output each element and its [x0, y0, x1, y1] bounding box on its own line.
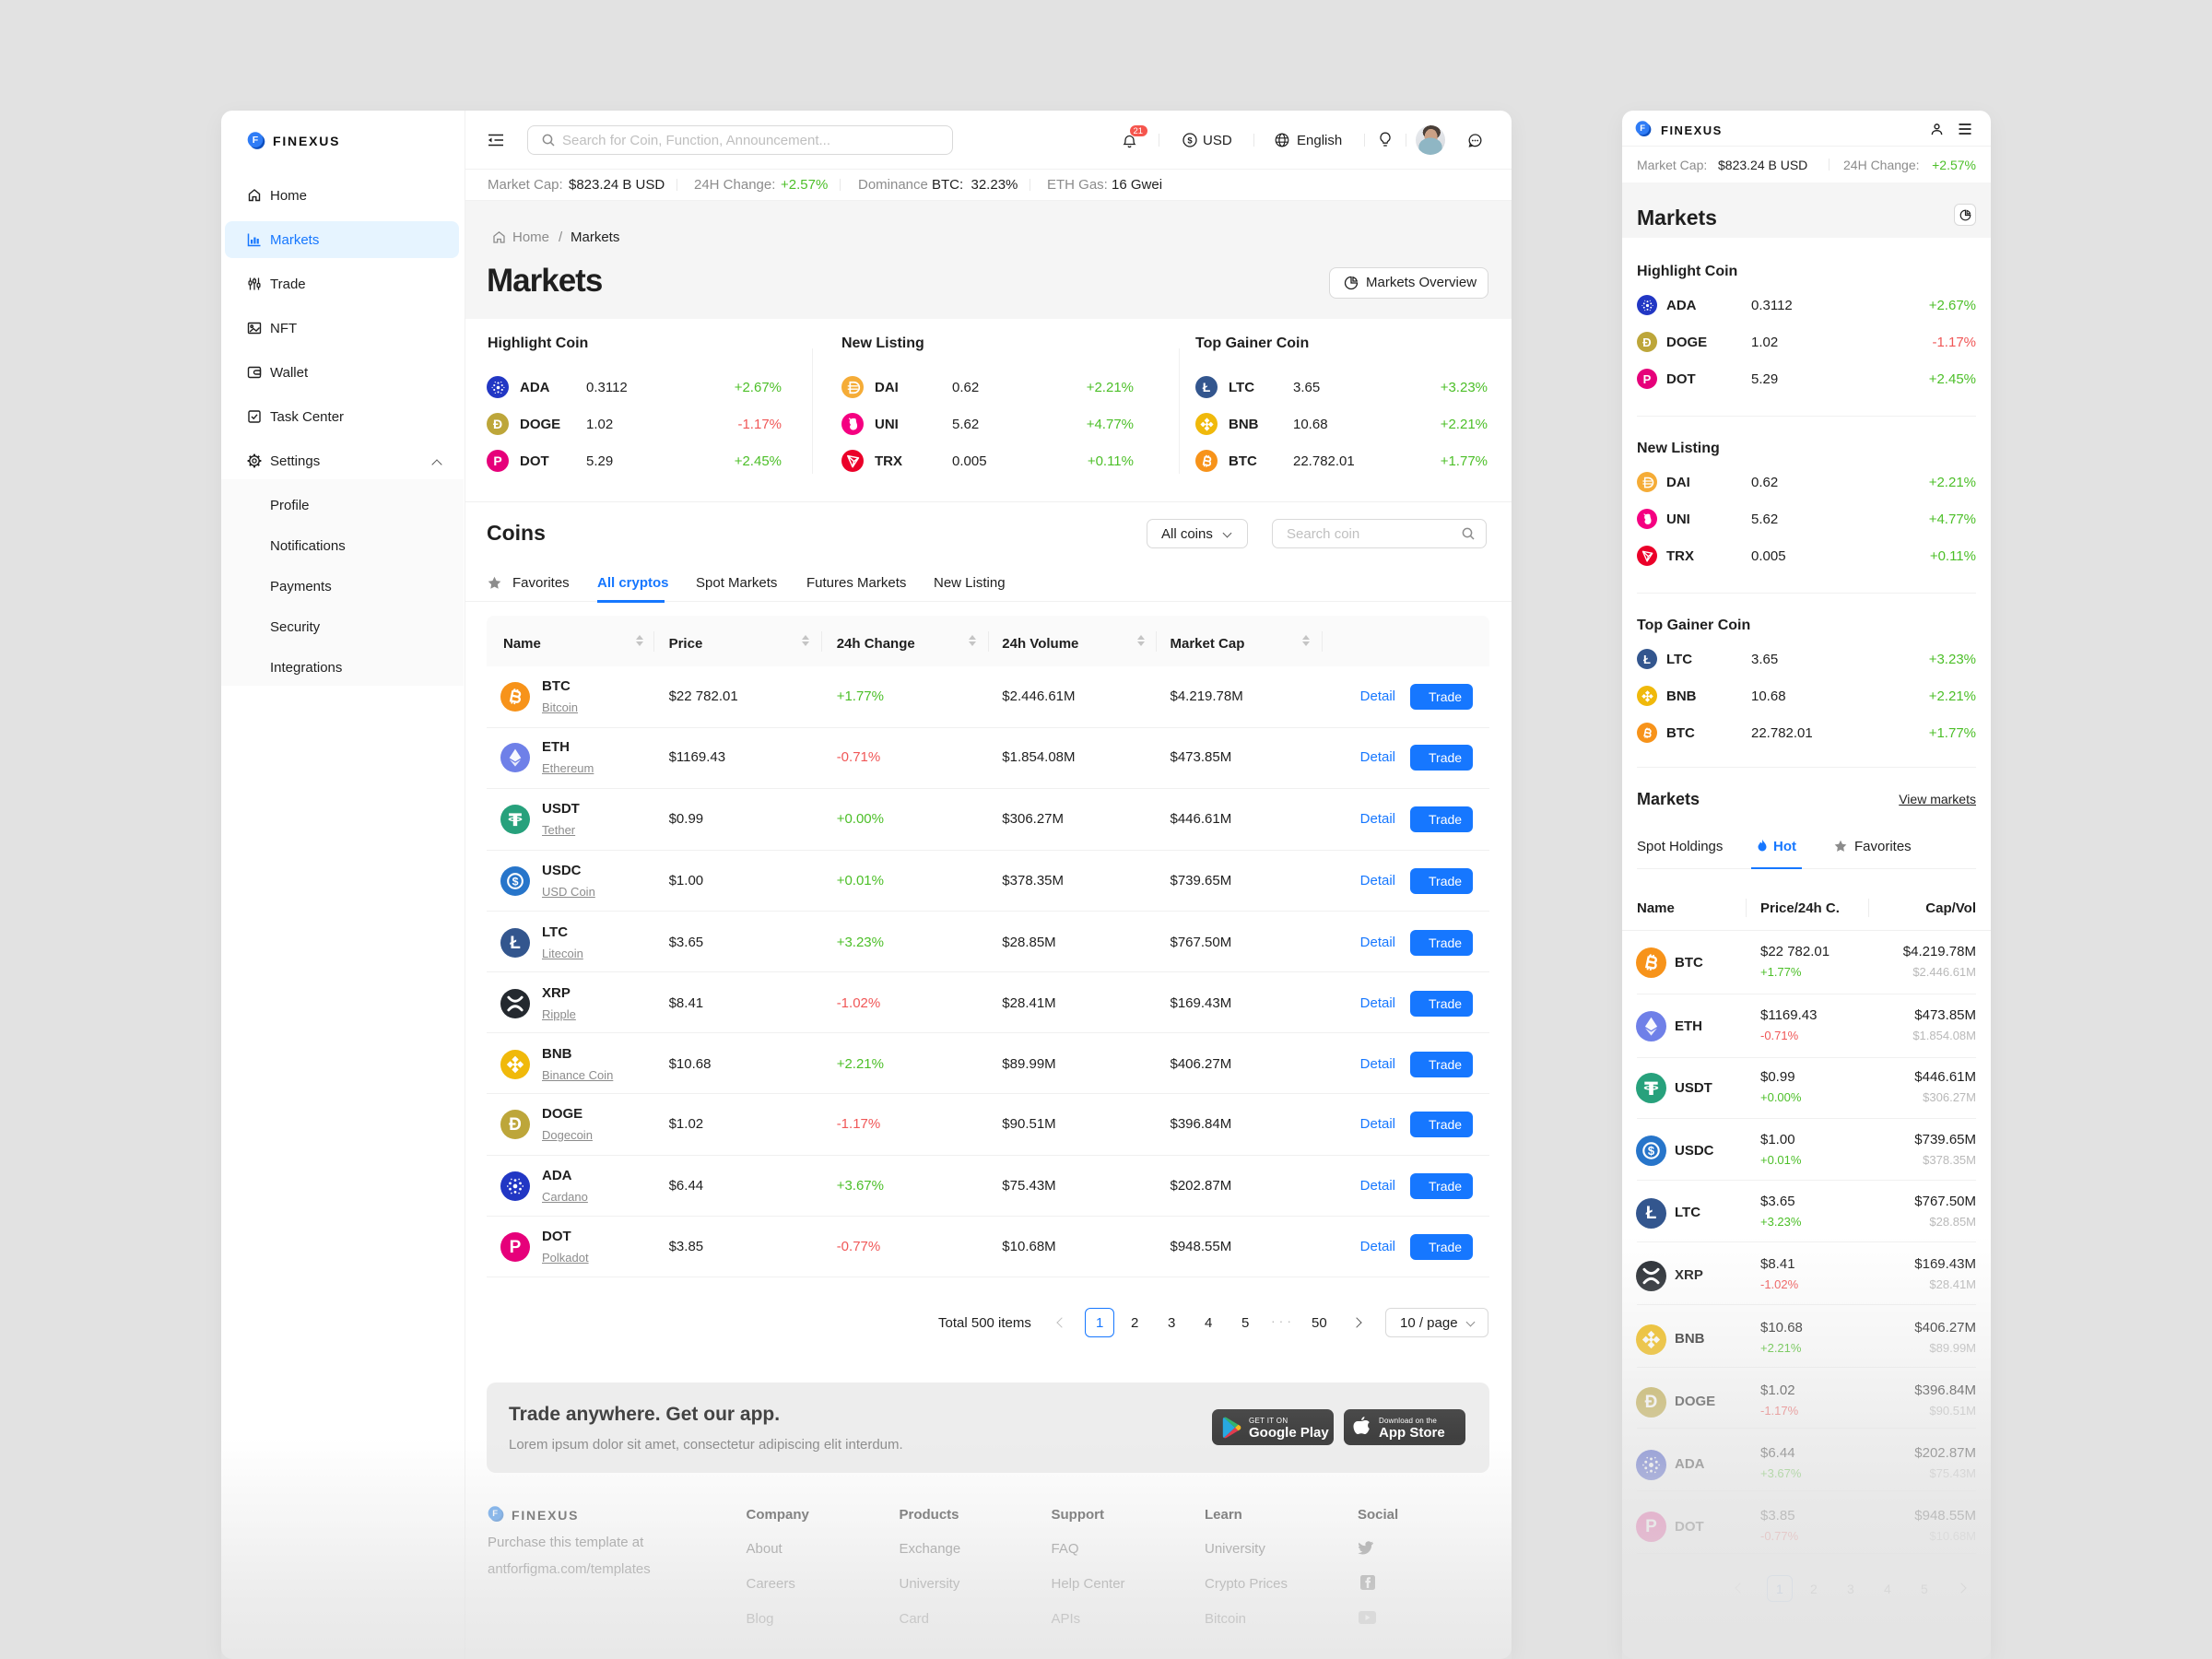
svg-text:F: F — [1640, 124, 1645, 134]
svg-text:$: $ — [1187, 135, 1193, 146]
svg-text:F: F — [253, 135, 259, 146]
